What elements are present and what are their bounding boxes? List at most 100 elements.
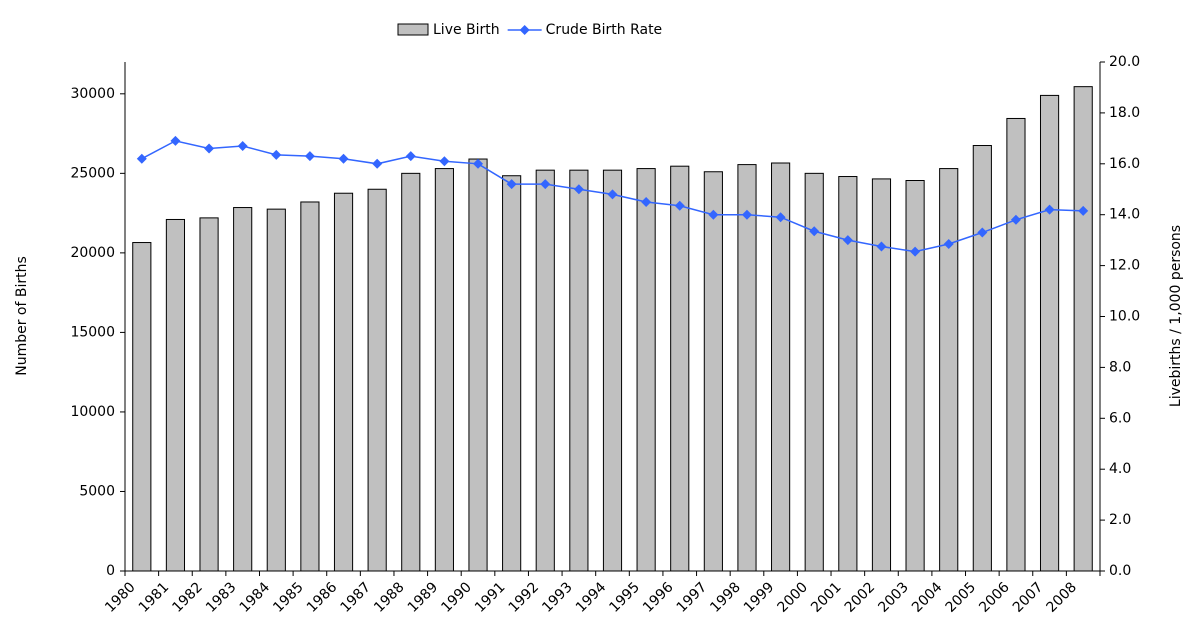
marker	[573, 184, 584, 195]
bar	[468, 158, 488, 572]
marker	[304, 151, 315, 162]
marker	[775, 212, 786, 223]
marker	[237, 140, 248, 151]
x-tick-label: 1990	[438, 579, 475, 616]
bar	[1039, 94, 1060, 572]
marker	[473, 158, 484, 169]
y-tick-label: 5000	[79, 483, 115, 499]
bar	[905, 180, 925, 572]
y-tick-label: 0	[106, 563, 115, 579]
bar	[266, 208, 286, 572]
x-tick-label: 1991	[472, 579, 509, 616]
marker	[136, 153, 147, 164]
y-tick-label: 25000	[70, 165, 115, 181]
marker	[405, 151, 416, 162]
bar	[1073, 86, 1093, 572]
marker	[372, 158, 383, 169]
y-tick-label: 15000	[70, 324, 115, 340]
bar	[737, 164, 757, 572]
x-tick-label: 2001	[808, 579, 845, 616]
y-tick-label: 10000	[70, 404, 115, 420]
y2-tick-label: 6.0	[1109, 410, 1131, 426]
y2-tick-label: 12.0	[1109, 258, 1140, 274]
bar	[401, 172, 421, 572]
x-tick-label: 1985	[270, 579, 307, 616]
marker	[506, 179, 517, 190]
x-tick-label: 2006	[976, 579, 1013, 616]
legend-label: Crude Birth Rate	[546, 22, 663, 38]
y2-tick-label: 10.0	[1109, 309, 1140, 325]
legend-swatch	[397, 23, 429, 36]
bar	[367, 188, 387, 572]
bar	[132, 242, 152, 572]
x-tick-label: 1996	[640, 579, 677, 616]
bar	[670, 165, 690, 572]
marker	[1010, 214, 1021, 225]
marker	[977, 227, 988, 238]
marker	[943, 238, 954, 249]
y-tick-label: 30000	[70, 86, 115, 102]
y2-tick-label: 14.0	[1109, 207, 1140, 223]
marker	[439, 156, 450, 167]
marker	[338, 153, 349, 164]
bar	[771, 162, 791, 572]
marker	[708, 209, 719, 220]
x-tick-label: 1998	[707, 579, 744, 616]
legend-label: Live Birth	[433, 22, 500, 38]
y2-tick-label: 0.0	[1109, 563, 1131, 579]
y2-axis-title: Livebirths / 1,000 persons	[1168, 225, 1184, 407]
y2-tick-label: 8.0	[1109, 359, 1131, 375]
y2-tick-label: 16.0	[1109, 156, 1140, 172]
x-tick-label: 1987	[337, 579, 374, 616]
marker	[876, 241, 887, 252]
x-tick-label: 1994	[573, 579, 610, 616]
bar	[199, 217, 219, 572]
x-tick-label: 2007	[1010, 579, 1047, 616]
x-tick-label: 1980	[102, 579, 139, 616]
bar	[703, 171, 723, 572]
marker	[170, 135, 181, 146]
y-axis-title: Number of Births	[14, 256, 30, 376]
marker	[607, 189, 618, 200]
x-tick-label: 1984	[237, 579, 274, 616]
y-tick-label: 20000	[70, 245, 115, 261]
marker	[540, 179, 551, 190]
y2-tick-label: 4.0	[1109, 461, 1131, 477]
marker	[204, 143, 215, 154]
bar	[972, 145, 992, 572]
y2-tick-label: 18.0	[1109, 105, 1140, 121]
bar	[165, 218, 186, 572]
y2-tick-label: 20.0	[1109, 54, 1140, 70]
bar	[569, 169, 589, 572]
x-tick-label: 1999	[741, 579, 778, 616]
x-tick-label: 1986	[304, 579, 341, 616]
x-tick-label: 1988	[371, 579, 408, 616]
x-tick-label: 2004	[909, 579, 946, 616]
bar	[939, 168, 959, 572]
x-tick-label: 1995	[606, 579, 643, 616]
x-tick-label: 2000	[775, 579, 812, 616]
bar	[502, 175, 522, 572]
bar	[871, 178, 892, 572]
bar	[300, 201, 320, 572]
marker	[741, 209, 752, 220]
bar	[434, 168, 454, 572]
bar	[333, 192, 354, 572]
bar	[636, 168, 656, 572]
marker	[809, 226, 820, 237]
x-tick-label: 1982	[169, 579, 206, 616]
bar	[1006, 117, 1026, 572]
x-tick-label: 1981	[136, 579, 173, 616]
bar	[233, 207, 253, 572]
x-tick-label: 1993	[539, 579, 576, 616]
x-tick-label: 1989	[405, 579, 442, 616]
x-tick-label: 1983	[203, 579, 240, 616]
y2-tick-label: 2.0	[1109, 512, 1131, 528]
bar	[535, 169, 555, 572]
x-tick-label: 2003	[875, 579, 912, 616]
marker	[674, 200, 685, 211]
marker	[842, 235, 853, 246]
x-tick-label: 1992	[506, 579, 543, 616]
marker	[1078, 205, 1089, 216]
